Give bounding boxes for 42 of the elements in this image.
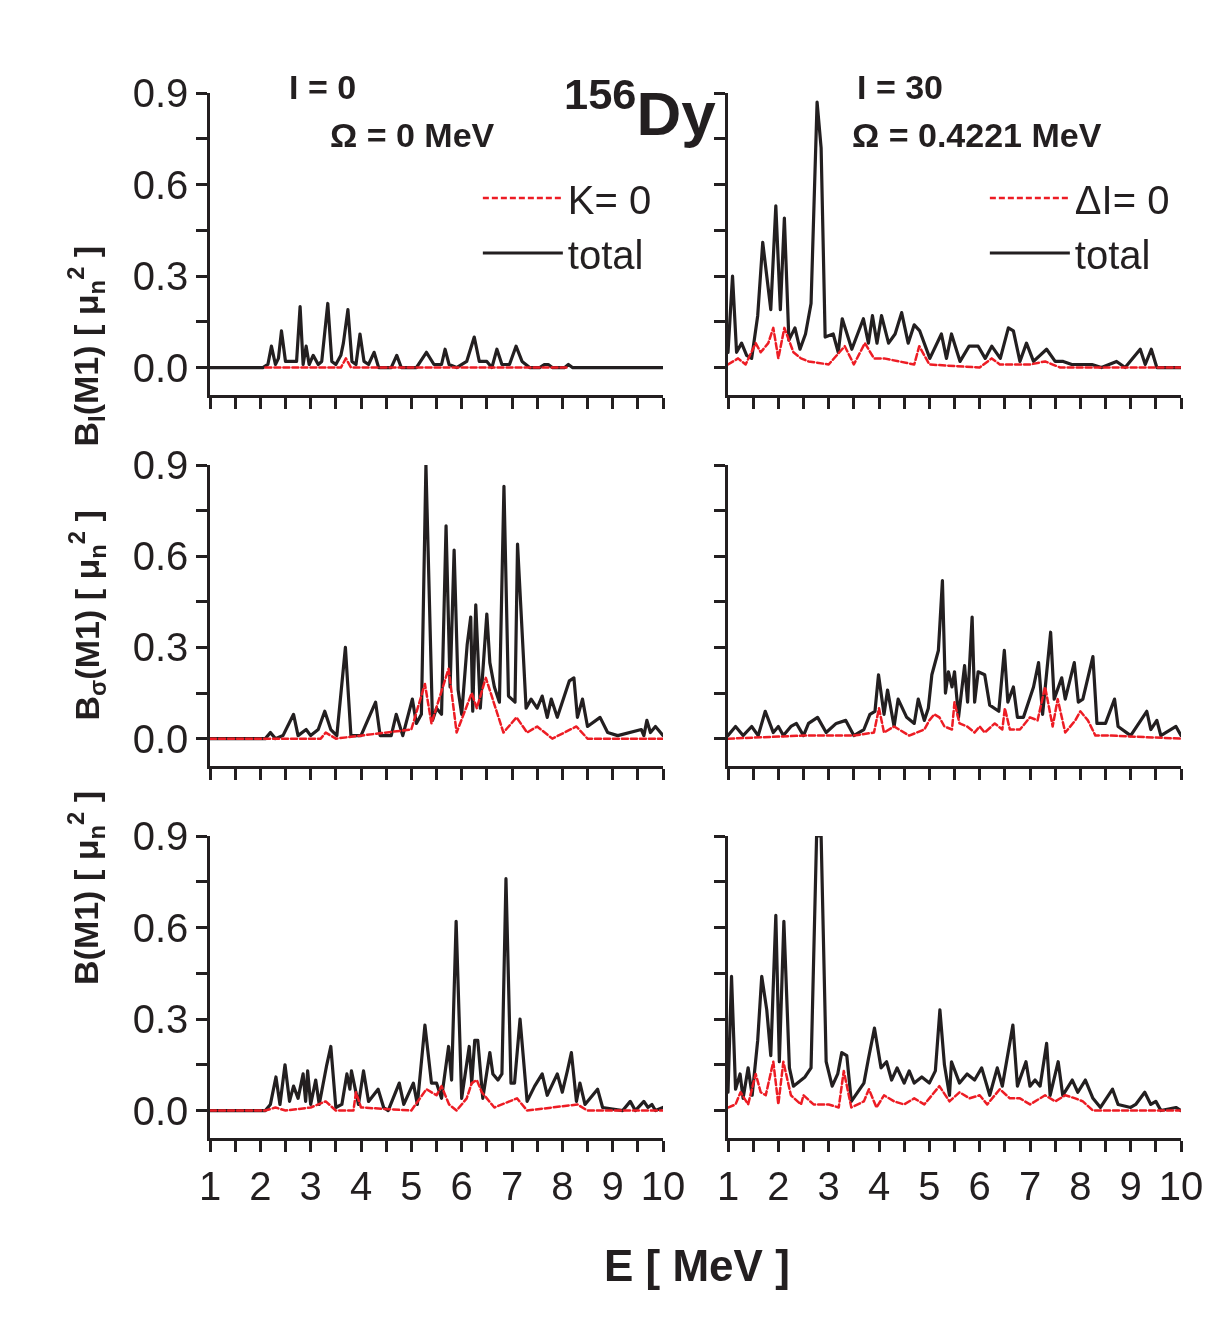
x-tick-label: 9 xyxy=(601,1163,624,1208)
y-tick-label: 0.6 xyxy=(132,162,189,207)
legend-label: K= 0 xyxy=(567,177,652,222)
legend-label: total xyxy=(1074,232,1151,277)
y-tick-label: 0.3 xyxy=(132,997,189,1042)
x-tick-label: 10 xyxy=(1158,1163,1204,1208)
annotation: I = 30 xyxy=(857,68,944,106)
y-tick-label: 0.0 xyxy=(132,716,189,761)
y-tick-label: 0.0 xyxy=(132,1088,189,1133)
y-tick-label: 0.9 xyxy=(132,443,189,487)
x-axis-title: E [ MeV ] xyxy=(604,1241,790,1290)
x-tick-label: 5 xyxy=(918,1163,941,1208)
legend-label: ΔI= 0 xyxy=(1074,177,1170,222)
y-tick-label: 0.9 xyxy=(132,71,189,115)
x-tick-label: 7 xyxy=(500,1163,524,1208)
x-tick-label: 4 xyxy=(867,1163,891,1208)
x-tick-label: 7 xyxy=(1018,1163,1042,1208)
annotation: I = 0 xyxy=(289,68,357,106)
x-tick-label: 5 xyxy=(400,1163,423,1208)
y-tick-label: 0.6 xyxy=(132,905,189,950)
annotation: Ω = 0 MeV xyxy=(330,116,495,154)
x-tick-label: 3 xyxy=(299,1163,322,1208)
x-tick-label: 6 xyxy=(968,1163,991,1208)
x-tick-label: 1 xyxy=(198,1163,222,1208)
x-tick-label: 10 xyxy=(640,1163,686,1208)
x-tick-label: 4 xyxy=(349,1163,373,1208)
y-tick-label: 0.3 xyxy=(132,254,189,299)
y-tick-label: 0.6 xyxy=(132,534,189,579)
y-tick-label: 0.3 xyxy=(132,625,189,670)
y-tick-label: 0.0 xyxy=(132,345,189,390)
x-tick-label: 2 xyxy=(767,1163,790,1208)
x-tick-label: 3 xyxy=(817,1163,840,1208)
x-tick-label: 2 xyxy=(249,1163,272,1208)
annotation: Ω = 0.4221 MeV xyxy=(852,116,1102,154)
y-tick-label: 0.9 xyxy=(132,814,189,858)
legend-label: total xyxy=(567,232,644,277)
x-tick-label: 8 xyxy=(551,1163,574,1208)
chart-title: $^{156}$Dy xyxy=(564,70,717,149)
x-tick-label: 8 xyxy=(1069,1163,1092,1208)
x-tick-label: 1 xyxy=(716,1163,740,1208)
x-tick-label: 6 xyxy=(450,1163,473,1208)
x-tick-label: 9 xyxy=(1119,1163,1142,1208)
